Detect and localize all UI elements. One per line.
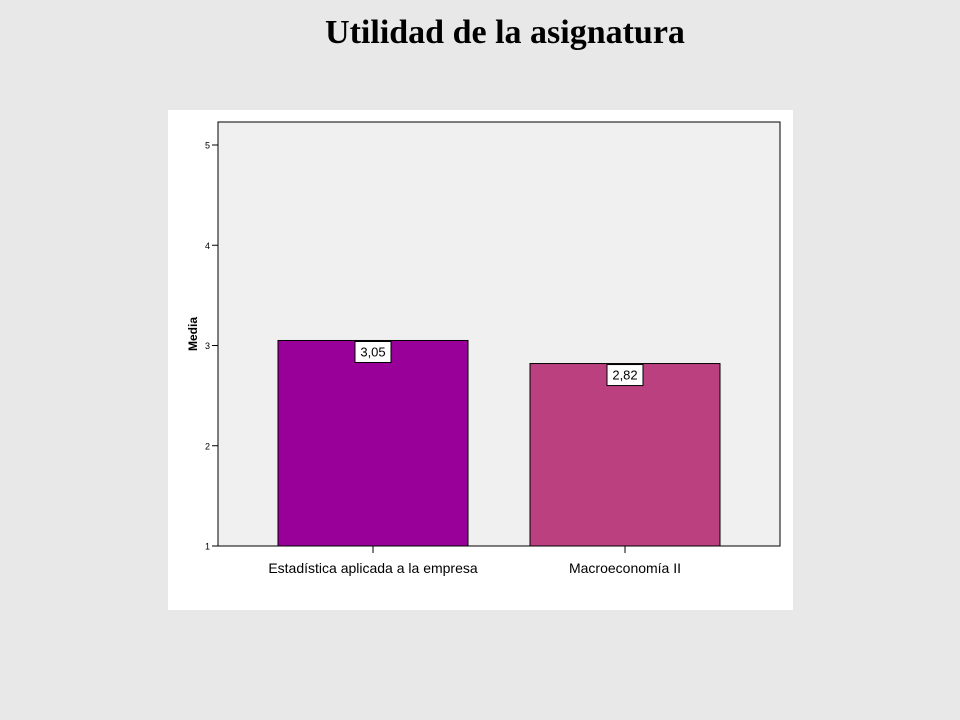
y-tick-label: 1 xyxy=(205,542,210,552)
bars: 3,05 2,82 xyxy=(277,339,721,547)
bar xyxy=(529,363,721,547)
y-axis-label: Media xyxy=(186,317,200,351)
data-label: 2,82 xyxy=(612,368,637,383)
y-tick-label: 4 xyxy=(205,241,210,251)
bar-chart: 1 2 3 4 5 3,05 2,82 Estadística aplicada a la… xyxy=(186,121,781,576)
x-tick-label: Estadística aplicada a la empresa xyxy=(268,560,478,576)
slide-title: Utilidad de la asignatura xyxy=(325,14,685,51)
chart-panel: 1 2 3 4 5 3,05 2,82 Estadística aplicada a la… xyxy=(168,110,793,610)
x-axis: Estadística aplicada a la empresa Macroec… xyxy=(268,546,681,576)
data-label: 3,05 xyxy=(360,344,385,359)
y-axis: 1 2 3 4 5 xyxy=(205,141,218,552)
bar xyxy=(277,339,469,547)
y-tick-label: 3 xyxy=(205,341,210,351)
x-tick-label: Macroeconomía II xyxy=(569,560,681,576)
data-label-box xyxy=(354,340,392,363)
y-tick-label: 5 xyxy=(205,141,210,151)
data-label-box xyxy=(606,364,644,387)
y-tick-label: 2 xyxy=(205,441,210,451)
